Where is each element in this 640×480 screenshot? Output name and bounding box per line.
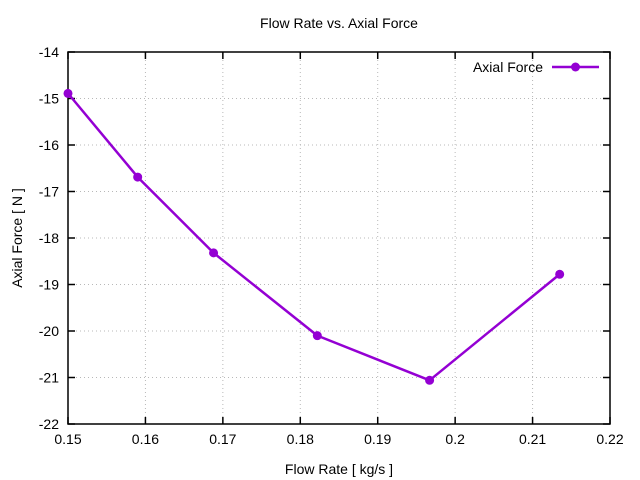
y-tick-label: -22 (39, 416, 59, 432)
x-tick-label: 0.18 (287, 431, 314, 447)
y-tick-label: -15 (39, 91, 59, 107)
y-tick-label: -19 (39, 277, 59, 293)
data-point (555, 269, 565, 279)
y-axis-label: Axial Force [ N ] (9, 188, 25, 288)
data-point (425, 375, 435, 385)
x-tick-label: 0.21 (519, 431, 546, 447)
data-point (209, 248, 219, 258)
legend-line-sample-icon (552, 62, 599, 72)
y-tick-label: -21 (39, 370, 59, 386)
y-tick-label: -20 (39, 323, 59, 339)
data-line (66, 92, 561, 382)
y-tick-label: -16 (39, 137, 59, 153)
x-tick-label: 0.17 (209, 431, 236, 447)
legend-label: Axial Force (472, 59, 543, 75)
data-point (63, 88, 73, 98)
legend-sample-marker (571, 62, 580, 72)
x-tick-label: 0.19 (364, 431, 391, 447)
y-tick-label: -18 (39, 230, 59, 246)
plot-border (67, 51, 611, 425)
legend: Axial Force (473, 59, 599, 75)
chart-title: Flow Rate vs. Axial Force (260, 15, 418, 31)
x-tick-label: 0.22 (596, 431, 623, 447)
y-tick-label: -14 (39, 44, 59, 60)
data-point (133, 172, 143, 182)
data-point (312, 331, 322, 341)
x-tick-label: 0.15 (54, 431, 81, 447)
x-tick-label: 0.2 (445, 431, 465, 447)
x-axis-label: Flow Rate [ kg/s ] (284, 461, 394, 477)
y-tick-label: -17 (39, 184, 59, 200)
x-tick-label: 0.16 (132, 431, 159, 447)
